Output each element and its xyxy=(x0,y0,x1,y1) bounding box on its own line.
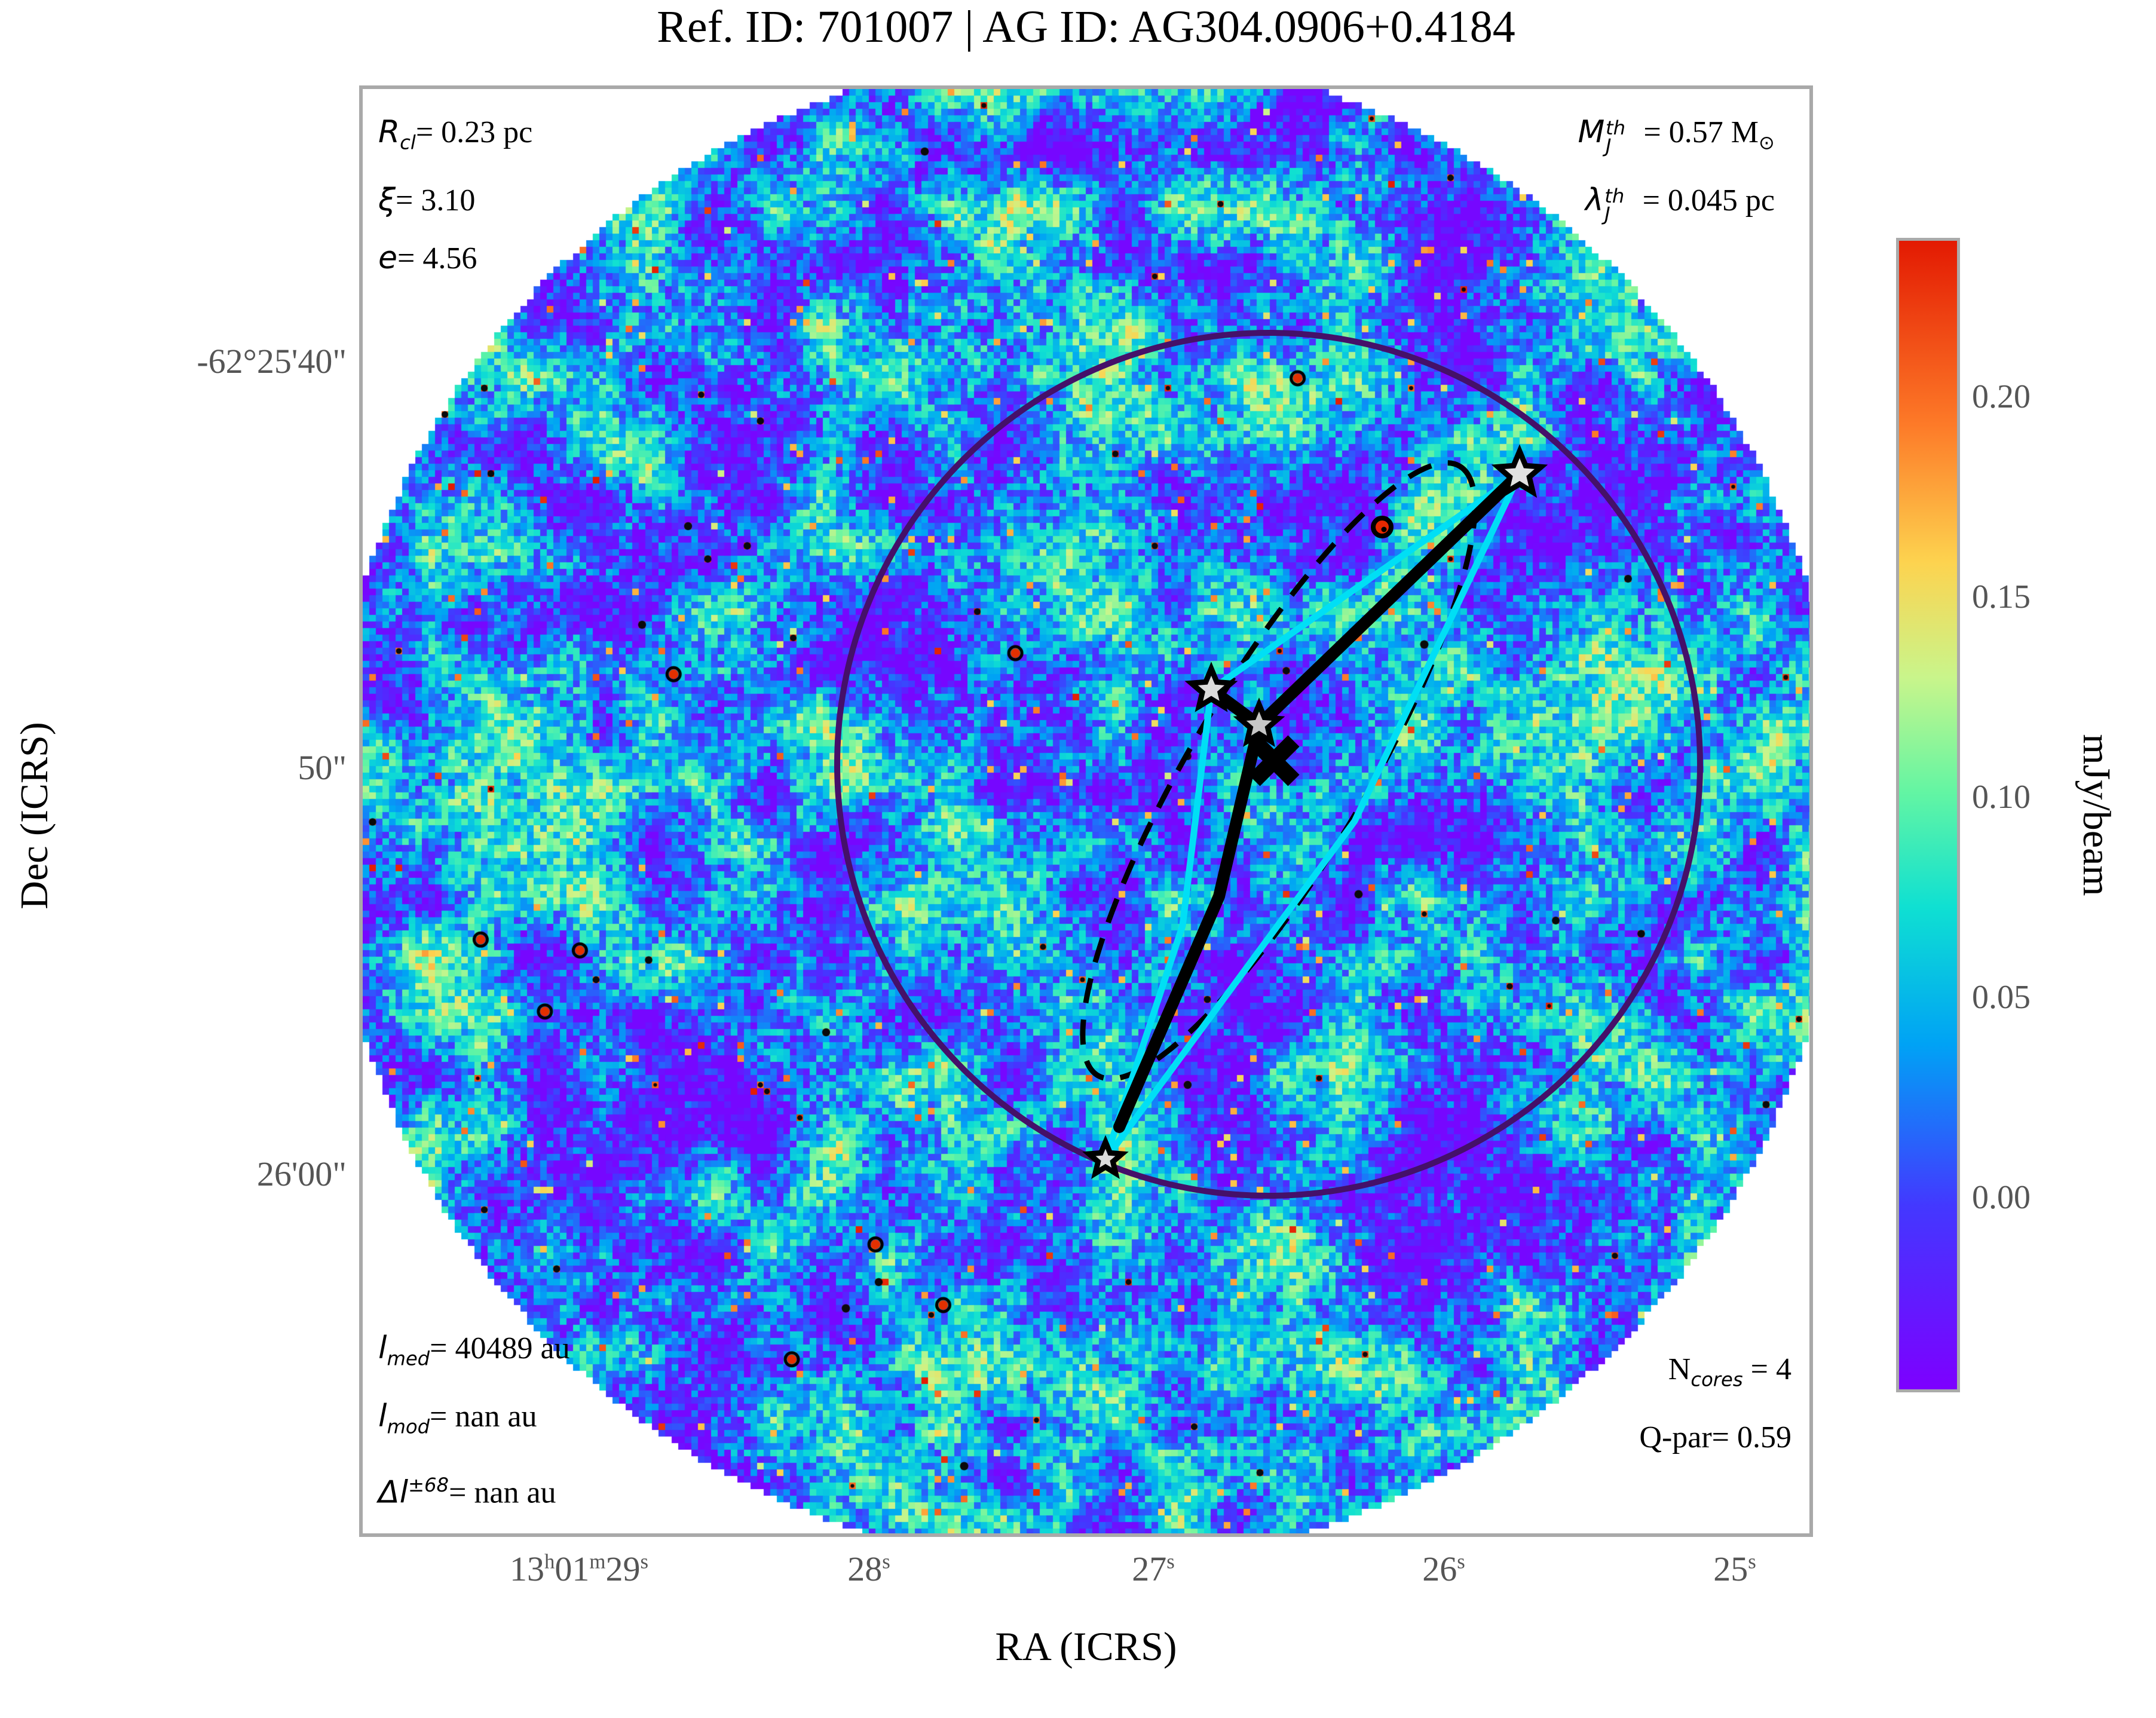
var-subscript: mod xyxy=(387,1415,430,1438)
sun-symbol: ⊙ xyxy=(1758,131,1775,154)
x-tick-label: 13h01m29s xyxy=(509,1549,649,1588)
colorbar-tick-label: 0.00 xyxy=(1972,1178,2031,1216)
value-text: = nan au xyxy=(430,1399,537,1434)
var-symbol: ξ xyxy=(378,182,396,219)
value-text: = 0.57 M xyxy=(1643,115,1759,149)
annotation-top-left: Rcl= 0.23 pc ξ= 3.10 e= 4.56 xyxy=(378,103,532,287)
value-text: = 3.10 xyxy=(396,183,476,218)
annotation-qpar: Q-par= 0.59 xyxy=(1639,1408,1791,1466)
core-star-marker xyxy=(1184,662,1238,712)
value-text: Q-par= 0.59 xyxy=(1639,1420,1791,1454)
mst-edge xyxy=(1113,719,1265,1133)
y-tick-label: 50" xyxy=(298,748,347,787)
core-star-marker xyxy=(1082,1135,1129,1180)
annotation-bottom-right: Ncores = 4 Q-par= 0.59 xyxy=(1639,1340,1791,1466)
var-subscript: cores xyxy=(1690,1368,1743,1391)
var-symbol: N xyxy=(1668,1352,1691,1386)
y-tick-label: -62°25'40" xyxy=(197,342,347,381)
x-axis-label: RA (ICRS) xyxy=(995,1624,1177,1669)
bright-peak-contour xyxy=(1371,516,1394,538)
x-tick-label: 27s xyxy=(1132,1549,1175,1588)
var-symbol: e xyxy=(378,240,397,277)
colorbar-tick-label: 0.05 xyxy=(1972,978,2031,1016)
var-subsup: th J xyxy=(1606,117,1626,157)
colorbar-tick-label: 0.10 xyxy=(1972,778,2031,816)
colorbar-tick-label: 0.20 xyxy=(1972,378,2031,416)
value-text: = 40489 au xyxy=(430,1331,570,1365)
var-superscript: ±68 xyxy=(408,1473,449,1496)
x-tick-label: 26s xyxy=(1422,1549,1465,1588)
annotation-lmod: lmod= nan au xyxy=(378,1388,570,1456)
var-symbol: Δl xyxy=(378,1474,409,1510)
figure-title: Ref. ID: 701007 | AG ID: AG304.0906+0.41… xyxy=(657,2,1515,52)
cluster-center-cross xyxy=(1248,735,1300,786)
annotation-xi: ξ= 3.10 xyxy=(378,172,532,229)
var-symbol: λ xyxy=(1585,182,1604,219)
value-text: = 0.23 pc xyxy=(415,115,533,149)
core-star-marker xyxy=(1233,697,1285,747)
bright-peak-core-dot xyxy=(1381,526,1387,532)
var-subsup: th J xyxy=(1604,185,1625,226)
cluster-radius-circle xyxy=(834,330,1703,1199)
mst-edge xyxy=(1253,468,1526,731)
colorbar xyxy=(1896,238,1960,1392)
var-symbol: l xyxy=(378,1330,387,1366)
value-text: = 4.56 xyxy=(397,241,477,276)
value-text: = 0.045 pc xyxy=(1642,183,1775,218)
var-symbol: l xyxy=(378,1398,387,1435)
colorbar-label: mJy/beam xyxy=(2075,734,2118,896)
core-star-marker xyxy=(1491,444,1548,498)
colorbar-tick-label: 0.15 xyxy=(1972,578,2031,616)
y-axis-label: Dec (ICRS) xyxy=(13,722,56,909)
x-tick-label: 28s xyxy=(847,1549,890,1588)
var-subscript: med xyxy=(387,1347,430,1370)
y-tick-label: 26'00" xyxy=(256,1154,347,1193)
intensity-map-canvas xyxy=(363,89,1809,1533)
var-symbol: M xyxy=(1578,114,1605,150)
x-tick-label: 25s xyxy=(1713,1549,1756,1588)
annotation-ncores: Ncores = 4 xyxy=(1639,1340,1791,1408)
annotation-lmed: lmed= 40489 au xyxy=(378,1319,570,1388)
annotation-e: e= 4.56 xyxy=(378,229,532,287)
value-text: = nan au xyxy=(449,1475,556,1509)
convex-hull-outline xyxy=(1102,470,1523,1163)
annotation-rcl: Rcl= 0.23 pc xyxy=(378,103,532,172)
value-text: = 4 xyxy=(1742,1352,1791,1386)
var-symbol: R xyxy=(378,114,400,150)
annotation-bottom-left: lmed= 40489 au lmod= nan au Δl±68= nan a… xyxy=(378,1319,570,1521)
annotation-jeans-length: λ th J = 0.045 pc xyxy=(1578,172,1775,229)
var-subscript: cl xyxy=(400,131,416,154)
annotation-delta-l: Δl±68= nan au xyxy=(378,1456,570,1521)
colorbar-gradient xyxy=(1899,241,1957,1389)
overlay-markers-svg xyxy=(834,330,1703,1199)
